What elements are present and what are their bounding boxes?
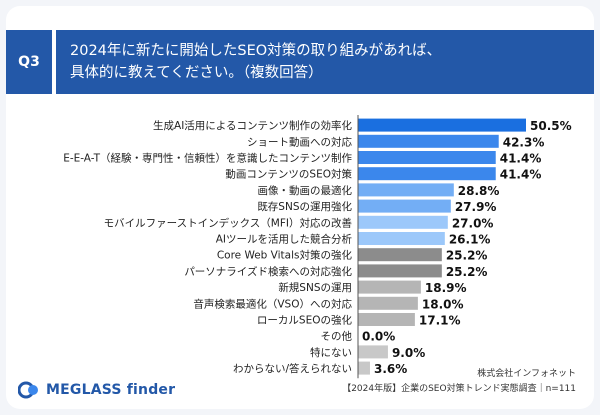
- value-label: 42.3%: [503, 135, 545, 149]
- bar: [358, 280, 421, 294]
- bar: [358, 313, 415, 326]
- value-label: 18.9%: [425, 281, 467, 295]
- value-label: 9.0%: [392, 346, 425, 360]
- bar: [358, 361, 370, 375]
- value-label: 18.0%: [422, 297, 464, 311]
- bar: [358, 345, 388, 359]
- bar: [358, 296, 418, 310]
- category-label: 既存SNSの運用強化: [257, 200, 352, 213]
- value-label: 28.8%: [458, 184, 500, 198]
- bar: [358, 167, 496, 181]
- category-label: ショート動画への対応: [247, 135, 352, 148]
- bar: [358, 248, 442, 262]
- category-label: 生成AI活用によるコンテンツ制作の効率化: [153, 119, 352, 132]
- category-label: その他: [321, 330, 353, 343]
- question-line-1: 2024年に新たに開始したSEO対策の取り組みがあれば、: [70, 43, 442, 59]
- bar: [358, 118, 526, 132]
- category-label: 音声検索最適化（VSO）への対応: [193, 297, 352, 310]
- value-label: 0.0%: [362, 330, 395, 344]
- category-label: Core Web Vitals対策の強化: [217, 249, 353, 262]
- company-name: 株式会社インフォネット: [477, 369, 576, 379]
- value-label: 27.0%: [452, 216, 494, 230]
- value-label: 17.1%: [419, 314, 461, 328]
- category-label: E-E-A-T（経験・専門性・信頼性）を意識したコンテンツ制作: [63, 152, 352, 165]
- category-label: わからない/答えられない: [233, 362, 352, 375]
- value-label: 50.5%: [530, 119, 572, 133]
- category-label: 画像・動画の最適化: [258, 184, 353, 197]
- category-label: 特にない: [310, 347, 352, 359]
- value-label: 26.1%: [449, 233, 491, 247]
- survey-info: 【2024年版】企業のSEO対策トレンド実態調査｜n=111: [342, 384, 576, 394]
- question-line-2: 具体的に教えてください。（複数回答）: [70, 65, 323, 81]
- bar: [358, 199, 451, 213]
- header-divider: [52, 30, 56, 94]
- category-label: AIツールを活用した競合分析: [216, 233, 353, 246]
- category-label: 新規SNSの運用: [278, 281, 352, 294]
- logo-text: MEGLASS finder: [46, 382, 176, 398]
- bar: [358, 215, 448, 229]
- category-label: ローカルSEOの強化: [257, 314, 353, 327]
- bar: [358, 134, 499, 148]
- question-header: Q3 2024年に新たに開始したSEO対策の取り組みがあれば、 具体的に教えてく…: [6, 30, 594, 94]
- brand-logo: MEGLASS finder: [18, 381, 175, 399]
- value-label: 41.4%: [500, 152, 542, 166]
- question-number: Q3: [18, 54, 40, 70]
- category-label: モバイルファーストインデックス（MFI）対応の改善: [104, 216, 352, 229]
- value-label: 25.2%: [446, 249, 488, 263]
- question-text: 2024年に新たに開始したSEO対策の取り組みがあれば、 具体的に教えてください…: [70, 40, 580, 84]
- value-label: 27.9%: [455, 200, 497, 214]
- credit-block: 株式会社インフォネット 【2024年版】企業のSEO対策トレンド実態調査｜n=1…: [342, 367, 576, 397]
- value-label: 25.2%: [446, 265, 488, 279]
- meglass-logo-icon: [18, 381, 38, 399]
- bar: [358, 183, 454, 197]
- value-label: 3.6%: [374, 362, 407, 376]
- bar: [358, 151, 496, 164]
- bar: [358, 232, 445, 245]
- value-label: 41.4%: [500, 168, 542, 182]
- bar: [358, 264, 442, 278]
- category-label: パーソナライズド検索への対応強化: [184, 265, 352, 278]
- category-label: 動画コンテンツのSEO対策: [225, 168, 352, 181]
